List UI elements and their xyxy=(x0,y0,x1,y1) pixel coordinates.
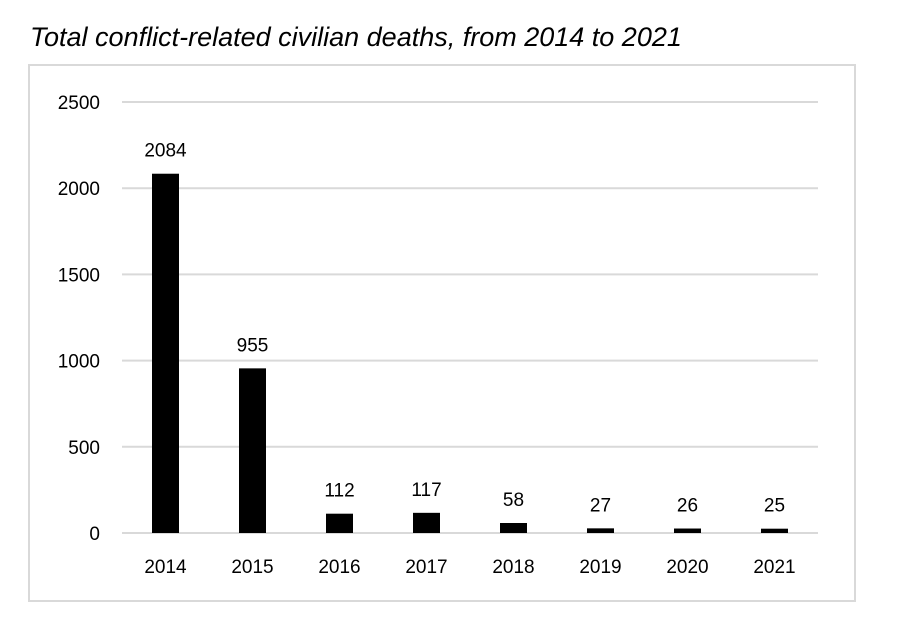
data-label: 25 xyxy=(764,496,785,517)
x-tick-label: 2014 xyxy=(144,557,187,578)
y-tick-label: 0 xyxy=(89,524,100,545)
bar xyxy=(326,513,353,533)
data-label: 26 xyxy=(677,496,698,517)
bar xyxy=(761,528,788,533)
y-tick-label: 1000 xyxy=(58,352,100,373)
data-label: 27 xyxy=(590,495,611,516)
bar xyxy=(239,368,266,533)
chart-title: Total conflict-related civilian deaths, … xyxy=(30,22,682,52)
bar xyxy=(674,528,701,533)
gridlines xyxy=(122,101,818,534)
y-tick-label: 2000 xyxy=(58,179,100,200)
bar xyxy=(500,523,527,533)
x-tick-label: 2019 xyxy=(579,557,621,578)
x-axis-ticks: 2014 2015 2016 2017 2018 2019 2020 2021 xyxy=(144,557,795,578)
data-label: 112 xyxy=(324,481,354,502)
data-label: 58 xyxy=(503,490,524,511)
x-tick-label: 2016 xyxy=(318,557,360,578)
y-tick-label: 1500 xyxy=(58,265,100,286)
data-label: 117 xyxy=(411,480,441,501)
bar xyxy=(587,528,614,533)
x-tick-label: 2021 xyxy=(753,557,795,578)
data-labels: 2084 955 112 117 58 27 26 25 xyxy=(144,141,785,517)
x-tick-label: 2015 xyxy=(231,557,273,578)
bar xyxy=(152,173,179,534)
y-axis-ticks: 0 500 1000 1500 2000 2500 xyxy=(58,93,100,545)
y-tick-label: 500 xyxy=(68,438,100,459)
x-tick-label: 2020 xyxy=(666,557,708,578)
x-tick-label: 2017 xyxy=(405,557,447,578)
data-label: 2084 xyxy=(144,141,187,162)
y-tick-label: 2500 xyxy=(58,93,100,114)
x-tick-label: 2018 xyxy=(492,557,534,578)
bars xyxy=(152,173,788,534)
bar xyxy=(413,512,440,533)
chart-frame xyxy=(28,64,856,602)
data-label: 955 xyxy=(237,335,269,356)
